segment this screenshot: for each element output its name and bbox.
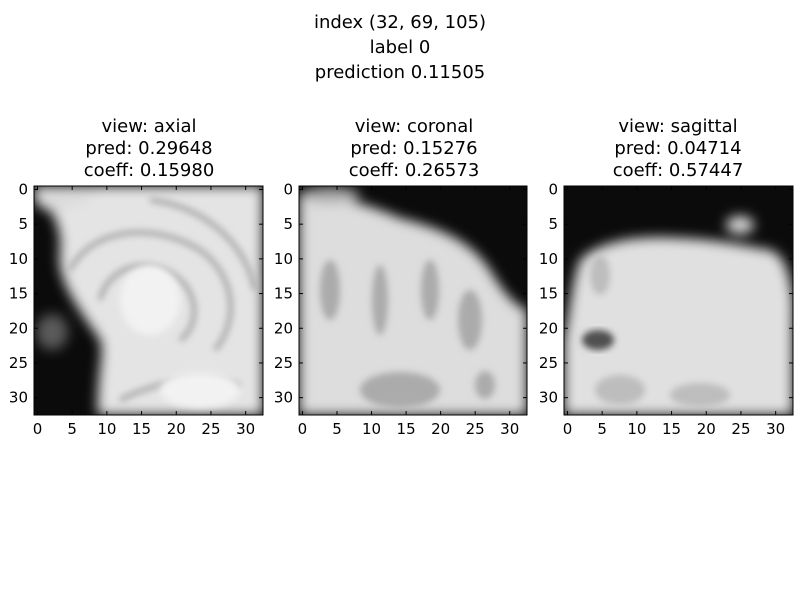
axial-x-tick-label: 20 xyxy=(167,420,186,438)
sagittal-y-tick-label: 20 xyxy=(539,319,558,337)
sagittal-y-tick-label: 0 xyxy=(548,180,558,198)
figure-title-prediction: prediction 0.11505 xyxy=(314,62,486,83)
axial-x-tick-label: 0 xyxy=(33,420,43,438)
coronal-y-tick-label: 15 xyxy=(274,285,293,303)
coronal-x-tick-label: 15 xyxy=(397,420,416,438)
coronal-pred-label: pred: 0.15276 xyxy=(350,138,478,159)
sagittal-image xyxy=(564,186,793,415)
figure-title-index: index (32, 69, 105) xyxy=(313,12,487,33)
axial-y-tick-label: 30 xyxy=(9,389,28,407)
axial-x-tick-label: 10 xyxy=(97,420,116,438)
coronal-axes-frame xyxy=(298,185,528,416)
axial-x-tick-label: 30 xyxy=(236,420,255,438)
sagittal-x-tick-label: 10 xyxy=(627,420,646,438)
axial-y-tick-label: 20 xyxy=(9,319,28,337)
coronal-x-tick-label: 25 xyxy=(466,420,485,438)
axial-y-tick-label: 15 xyxy=(9,285,28,303)
coronal-coeff-label: coeff: 0.26573 xyxy=(348,160,480,181)
axes-layer: 0 5 10 15 20 25 30 0 5 10 15 20 25 30 0 5 10 15 20 25 30 0 5 10… xyxy=(9,180,794,438)
coronal-y-tick-label: 25 xyxy=(274,354,293,372)
coronal-image xyxy=(299,186,527,415)
coronal-view-label: view: coronal xyxy=(354,116,474,137)
sagittal-y-tick-label: 5 xyxy=(548,215,558,233)
coronal-y-tick-label: 10 xyxy=(274,250,293,268)
axial-y-tick-label: 25 xyxy=(9,354,28,372)
sagittal-panel-title: view: sagittal pred: 0.04714 coeff: 0.57… xyxy=(548,116,800,182)
sagittal-y-tick-label: 10 xyxy=(539,250,558,268)
coronal-y-tick-label: 5 xyxy=(283,215,293,233)
sagittal-axes: 0 5 10 15 20 25 30 0 5 10 15 20 25 30 xyxy=(539,180,794,438)
axial-panel-title: view: axial pred: 0.29648 coeff: 0.15980 xyxy=(19,116,279,182)
axial-view-label: view: axial xyxy=(101,116,197,137)
sagittal-x-tick-label: 15 xyxy=(662,420,681,438)
axial-x-tick-label: 5 xyxy=(67,420,77,438)
coronal-x-tick-label: 30 xyxy=(500,420,519,438)
sagittal-y-tick-label: 30 xyxy=(539,389,558,407)
axial-y-tick-label: 0 xyxy=(18,180,28,198)
coronal-y-tick-label: 30 xyxy=(274,389,293,407)
sagittal-x-tick-label: 0 xyxy=(563,420,573,438)
axial-coeff-label: coeff: 0.15980 xyxy=(83,160,215,181)
coronal-panel-title: view: coronal pred: 0.15276 coeff: 0.265… xyxy=(284,116,544,182)
sagittal-y-tick-label: 25 xyxy=(539,354,558,372)
sagittal-x-tick-label: 25 xyxy=(731,420,750,438)
sagittal-axes-frame xyxy=(563,185,794,416)
coronal-x-tick-label: 20 xyxy=(431,420,450,438)
axial-image xyxy=(34,186,263,415)
sagittal-x-tick-label: 30 xyxy=(766,420,785,438)
axial-pred-label: pred: 0.29648 xyxy=(85,138,213,159)
axial-axes-frame xyxy=(33,185,264,416)
sagittal-coeff-label: coeff: 0.57447 xyxy=(612,160,744,181)
coronal-y-tick-label: 0 xyxy=(283,180,293,198)
axial-x-tick-label: 25 xyxy=(201,420,220,438)
sagittal-view-label: view: sagittal xyxy=(618,116,738,137)
sagittal-x-tick-label: 20 xyxy=(697,420,716,438)
coronal-y-tick-label: 20 xyxy=(274,319,293,337)
coronal-x-tick-label: 0 xyxy=(298,420,308,438)
sagittal-x-tick-label: 5 xyxy=(597,420,607,438)
sagittal-pred-label: pred: 0.04714 xyxy=(614,138,742,159)
coronal-axes: 0 5 10 15 20 25 30 0 5 10 15 20 25 30 xyxy=(274,180,528,438)
sagittal-y-tick-label: 15 xyxy=(539,285,558,303)
axial-y-tick-label: 5 xyxy=(18,215,28,233)
axial-axes: 0 5 10 15 20 25 30 0 5 10 15 20 25 30 xyxy=(9,180,264,438)
axial-y-tick-label: 10 xyxy=(9,250,28,268)
figure-title-label: label 0 xyxy=(369,37,431,58)
figure-title: index (32, 69, 105) label 0 prediction 0… xyxy=(0,10,800,85)
axial-x-tick-label: 15 xyxy=(132,420,151,438)
coronal-x-tick-label: 10 xyxy=(362,420,381,438)
coronal-x-tick-label: 5 xyxy=(332,420,342,438)
